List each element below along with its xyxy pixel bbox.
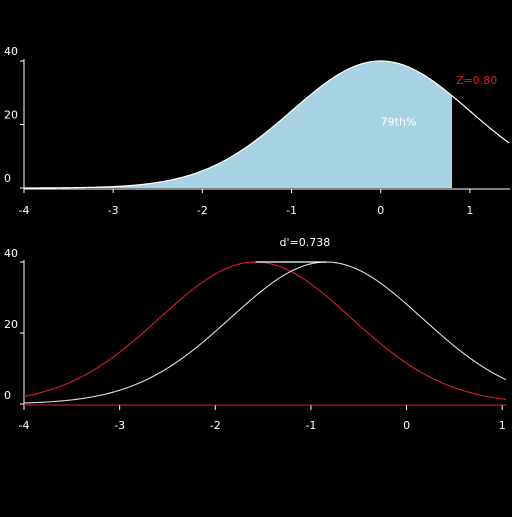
x-tick-label-bottom: -2	[210, 419, 221, 432]
y-tick-label-top: 20	[4, 109, 18, 122]
shaded-area	[24, 61, 453, 188]
x-tick-label-top: 0	[377, 204, 384, 217]
y-tick-label-top: 0	[4, 172, 11, 185]
signal-distribution-curve	[23, 261, 507, 404]
x-tick-label-top: -1	[286, 204, 297, 217]
x-tick-label-top: -2	[197, 204, 208, 217]
y-tick-label-bottom: 20	[4, 318, 18, 331]
x-tick-label-top: -3	[108, 204, 119, 217]
x-tick-label-bottom: 0	[403, 419, 410, 432]
y-tick-label-top: 40	[4, 45, 18, 58]
x-tick-label-bottom: -4	[19, 419, 30, 432]
x-tick-label-bottom: -3	[114, 419, 125, 432]
dprime-label: d'=0.738	[279, 236, 330, 249]
percentile-label: 79th%	[381, 115, 417, 128]
y-tick-label-bottom: 0	[4, 389, 11, 402]
y-tick-label-bottom: 40	[4, 247, 18, 260]
x-tick-label-top: 1	[466, 204, 473, 217]
x-tick-label-top: -4	[19, 204, 30, 217]
x-tick-label-bottom: 1	[499, 419, 506, 432]
z-score-label: Z=0.80	[456, 74, 497, 87]
noise-distribution-curve	[23, 261, 507, 400]
x-tick-label-bottom: -1	[305, 419, 316, 432]
density-curve	[23, 60, 510, 189]
